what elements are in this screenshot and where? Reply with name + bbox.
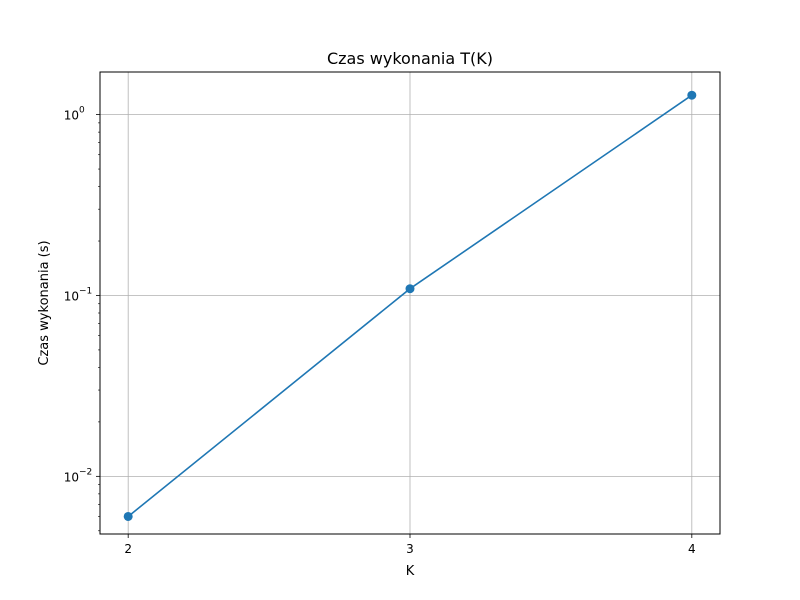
y-tick-exponent: −1 <box>79 286 92 296</box>
y-tick-label: 10 −1 <box>64 286 93 303</box>
y-axis-label: Czas wykonania (s) <box>37 240 52 365</box>
x-tick-label: 2 <box>124 542 132 556</box>
y-tick-label: 10 0 <box>64 106 85 123</box>
grid <box>100 72 720 534</box>
y-tick-base: 10 <box>64 109 79 123</box>
x-tick-label: 3 <box>406 542 414 556</box>
y-tick-base: 10 <box>64 470 79 484</box>
data-point <box>123 511 133 521</box>
chart-title: Czas wykonania T(K) <box>327 49 493 68</box>
y-tick-exponent: 0 <box>79 106 85 116</box>
x-axis-label: K <box>406 564 415 579</box>
data-point <box>405 284 415 294</box>
y-tick-label: 10 −2 <box>64 467 93 484</box>
x-tick-label: 4 <box>688 542 696 556</box>
plot-frame <box>99 71 721 535</box>
data-point <box>687 90 697 100</box>
series <box>123 90 697 521</box>
y-tick-exponent: −2 <box>79 467 92 477</box>
y-tick-base: 10 <box>64 289 79 303</box>
